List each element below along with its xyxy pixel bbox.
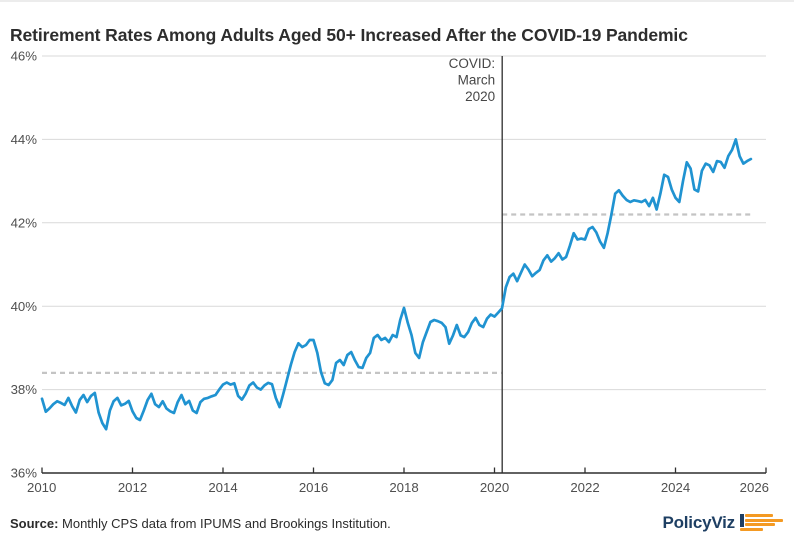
svg-text:40%: 40% <box>11 299 38 314</box>
top-hairline <box>0 0 794 2</box>
x-axis-labels: 2010 2012 2014 2016 2018 2020 2022 2024 2026 <box>27 480 769 495</box>
svg-text:2010: 2010 <box>27 480 56 495</box>
svg-text:2026: 2026 <box>740 480 769 495</box>
policyviz-bar-chart-icon <box>740 514 786 532</box>
svg-text:COVID:: COVID: <box>449 56 496 71</box>
policyviz-wordmark: PolicyViz <box>662 513 735 532</box>
policyviz-logo: PolicyViz <box>662 513 786 533</box>
svg-text:2024: 2024 <box>661 480 690 495</box>
logo-axis-bar <box>740 514 744 527</box>
average-reference-lines <box>42 213 753 374</box>
source-text: Monthly CPS data from IPUMS and Brooking… <box>58 515 391 531</box>
svg-text:38%: 38% <box>11 382 38 397</box>
svg-text:2018: 2018 <box>389 480 418 495</box>
svg-text:2020: 2020 <box>480 480 509 495</box>
source-note: Source: Monthly CPS data from IPUMS and … <box>10 516 391 531</box>
chart-title: Retirement Rates Among Adults Aged 50+ I… <box>10 24 688 45</box>
svg-text:2014: 2014 <box>208 480 237 495</box>
x-axis <box>41 467 767 474</box>
source-label: Source: <box>10 515 59 531</box>
logo-bar-4 <box>740 527 763 531</box>
svg-text:2022: 2022 <box>570 480 599 495</box>
logo-bar-2 <box>745 518 783 522</box>
svg-text:2020: 2020 <box>465 89 495 104</box>
footer: Source: Monthly CPS data from IPUMS and … <box>0 508 794 538</box>
logo-bar-1 <box>745 514 773 517</box>
svg-text:46%: 46% <box>11 49 38 64</box>
retirement-rate-series-line <box>40 138 753 431</box>
svg-text:2012: 2012 <box>118 480 147 495</box>
svg-text:March: March <box>458 73 496 88</box>
svg-text:2016: 2016 <box>299 480 328 495</box>
gridlines <box>42 55 766 391</box>
svg-text:44%: 44% <box>11 132 38 147</box>
y-axis-labels: 36% 38% 40% 42% 44% 46% <box>11 49 38 481</box>
svg-text:36%: 36% <box>11 466 38 481</box>
logo-bar-3 <box>745 523 775 527</box>
svg-text:42%: 42% <box>11 215 38 230</box>
